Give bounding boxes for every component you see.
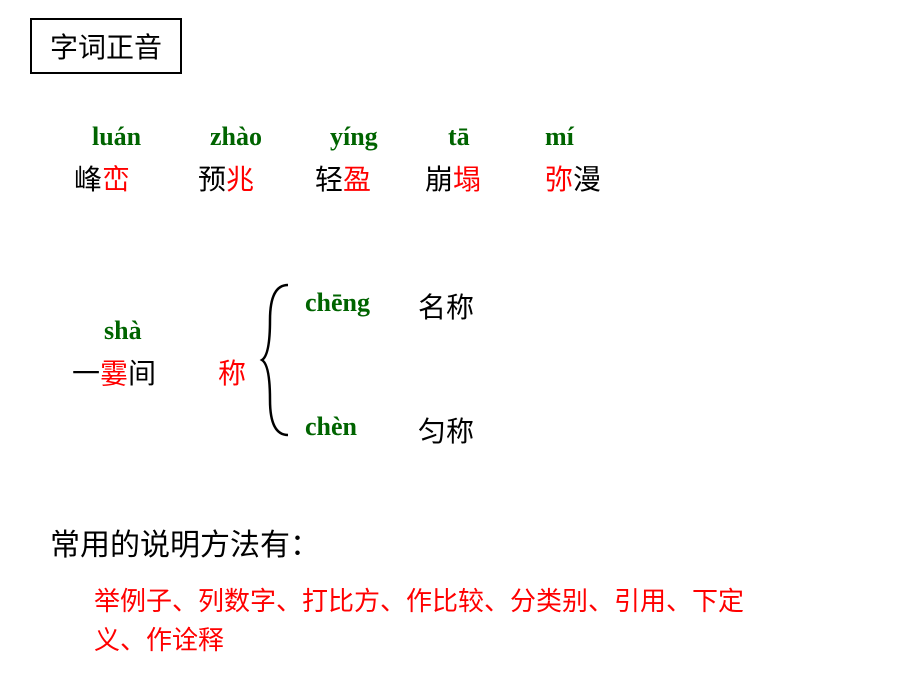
ysj-p0: 一	[72, 359, 100, 390]
word-2-p0: 预	[198, 165, 226, 196]
word-5-p0: 弥	[545, 165, 573, 196]
word-4: 崩塌	[425, 158, 481, 198]
word-5: 弥漫	[545, 158, 601, 198]
word-3-p1: 盈	[343, 165, 371, 196]
word-3-p0: 轻	[315, 165, 343, 196]
word-5-p1: 漫	[573, 165, 601, 196]
pinyin-cheng1: chēng	[305, 288, 370, 318]
pinyin-5: mí	[545, 122, 574, 152]
word-4-p1: 塌	[453, 165, 481, 196]
pinyin-3: yíng	[330, 122, 378, 152]
title-text: 字词正音	[50, 33, 162, 64]
word-mingcheng: 名称	[418, 286, 474, 326]
word-yishajian: 一霎间	[72, 352, 156, 392]
pinyin-2: zhào	[210, 122, 262, 152]
methods-list: 举例子、列数字、打比方、作比较、分类别、引用、下定义、作诠释	[94, 582, 744, 660]
word-4-p0: 崩	[425, 165, 453, 196]
title-box: 字词正音	[30, 18, 182, 74]
word-3: 轻盈	[315, 158, 371, 198]
word-1-p0: 峰	[74, 165, 102, 196]
pinyin-chen: chèn	[305, 412, 357, 442]
pinyin-1: luán	[92, 122, 141, 152]
ysj-p1: 霎	[100, 359, 128, 390]
brace-icon	[258, 280, 298, 440]
word-yuncheng: 匀称	[418, 410, 474, 450]
pinyin-4: tā	[448, 122, 470, 152]
word-2: 预兆	[198, 158, 254, 198]
center-cheng: 称	[218, 352, 246, 392]
ysj-p2: 间	[128, 359, 156, 390]
word-2-p1: 兆	[226, 165, 254, 196]
word-1-p1: 峦	[102, 165, 130, 196]
methods-heading: 常用的说明方法有：	[50, 520, 320, 564]
pinyin-sha: shà	[104, 316, 142, 346]
word-1: 峰峦	[74, 158, 130, 198]
